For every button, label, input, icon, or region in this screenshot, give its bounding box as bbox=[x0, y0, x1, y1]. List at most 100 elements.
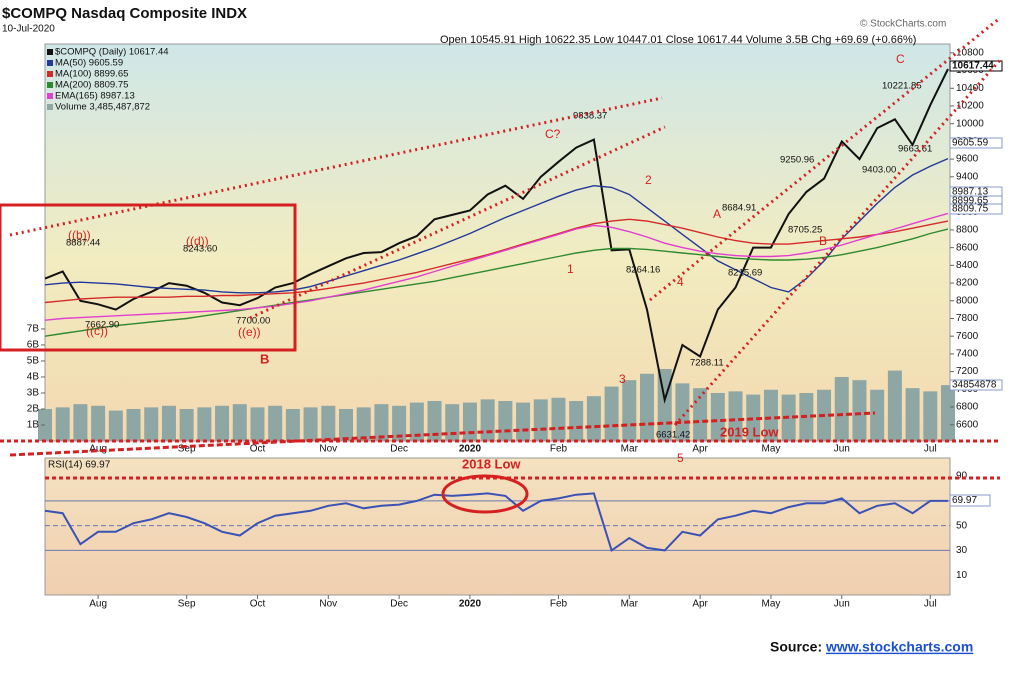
value-tag: 9605.59 bbox=[952, 138, 989, 149]
volume-bar bbox=[640, 373, 654, 441]
volume-bar bbox=[409, 402, 424, 441]
annotation: 9403.00 bbox=[862, 165, 896, 176]
volume-bar bbox=[232, 404, 247, 441]
volume-bar bbox=[551, 397, 566, 441]
annotation: 9663.61 bbox=[898, 144, 932, 155]
overlays bbox=[0, 16, 1002, 514]
volume-bar bbox=[179, 408, 194, 441]
volume-bar bbox=[126, 408, 141, 441]
x-tick-label: Feb bbox=[550, 599, 568, 610]
y-tick-label: 10400 bbox=[956, 83, 984, 94]
volume-bar bbox=[586, 396, 601, 441]
annotation: 7662.90 bbox=[85, 320, 119, 331]
volume-bar bbox=[356, 407, 371, 441]
volume-bar bbox=[533, 399, 548, 441]
x-tick-label: Jun bbox=[834, 599, 850, 610]
y2-tick-label: 5B bbox=[27, 356, 40, 367]
volume-bar bbox=[392, 405, 407, 441]
rsi-panel bbox=[44, 457, 951, 596]
volume-bar bbox=[870, 389, 885, 441]
series-line bbox=[44, 157, 949, 294]
annotation: 7700.00 bbox=[236, 316, 270, 327]
volume-bar bbox=[161, 405, 176, 441]
annotation: 3 bbox=[619, 372, 626, 386]
y-tick-label: 8600 bbox=[956, 242, 979, 253]
legend-swatch bbox=[47, 82, 53, 88]
volume-bar bbox=[516, 402, 531, 441]
annotation: 8684.91 bbox=[722, 203, 756, 214]
price-panel bbox=[44, 43, 951, 442]
volume-bar bbox=[746, 394, 761, 441]
y-tick-label: 10000 bbox=[956, 118, 984, 129]
value-tag: 34854878 bbox=[952, 380, 997, 391]
legend-entry: Volume 3,485,487,872 bbox=[55, 102, 150, 113]
x-tick-label: Jul bbox=[924, 444, 937, 455]
y2-tick-label: 2B bbox=[27, 404, 40, 415]
x-tick-label: Jul bbox=[924, 599, 937, 610]
x-tick-label: Aug bbox=[89, 599, 107, 610]
volume-bar bbox=[622, 380, 637, 441]
volume-bar bbox=[250, 407, 265, 441]
annotation: 1 bbox=[567, 262, 574, 276]
volume-bar bbox=[215, 405, 230, 441]
x-tick-label: Mar bbox=[621, 599, 639, 610]
rsi-tick-label: 30 bbox=[956, 545, 968, 556]
volume-bar bbox=[498, 400, 513, 441]
legend-entry: MA(100) 8899.65 bbox=[55, 69, 128, 80]
volume-bar bbox=[144, 407, 159, 441]
annotation: 9250.96 bbox=[780, 155, 814, 166]
x-tick-label: Dec bbox=[390, 599, 408, 610]
annotation: 6631.42 bbox=[656, 430, 690, 441]
volume-bar bbox=[923, 391, 938, 441]
value-tag: 10617.44 bbox=[952, 61, 994, 72]
annotation: 8264.16 bbox=[626, 265, 660, 276]
value-tag: 69.97 bbox=[952, 495, 977, 506]
date: 10-Jul-2020 bbox=[2, 24, 55, 35]
annotation: C? bbox=[545, 127, 561, 141]
volume-bar bbox=[675, 383, 690, 441]
volume-bar bbox=[55, 407, 70, 441]
volume-bar bbox=[285, 408, 300, 441]
volume-bar bbox=[834, 376, 849, 441]
x-tick-label: Apr bbox=[692, 444, 708, 455]
x-tick-label: 2020 bbox=[459, 444, 482, 455]
volume-bar bbox=[73, 404, 88, 441]
source-link[interactable]: www.stockcharts.com bbox=[825, 639, 973, 655]
x-tick-label: 2020 bbox=[459, 599, 482, 610]
rsi-legend: RSI(14) 69.97 bbox=[48, 460, 111, 471]
annotation: ((d)) bbox=[186, 234, 209, 248]
x-tick-label: Aug bbox=[89, 444, 107, 455]
volume-bar bbox=[905, 388, 920, 441]
legend-swatch bbox=[47, 49, 53, 55]
annotation: 7288.11 bbox=[690, 358, 724, 369]
y-tick-label: 7200 bbox=[956, 366, 979, 377]
annotation: 9838.37 bbox=[573, 111, 607, 122]
annotation: 8243.60 bbox=[183, 244, 217, 255]
y-tick-label: 7800 bbox=[956, 313, 979, 324]
x-tick-label: Sep bbox=[178, 599, 196, 610]
annotation: ((b)) bbox=[68, 228, 91, 242]
value-tag-box bbox=[949, 494, 991, 507]
x-tick-label: Dec bbox=[390, 444, 408, 455]
annotation: ((e)) bbox=[238, 325, 261, 339]
volume-bar bbox=[604, 386, 619, 441]
y-tick-label: 9600 bbox=[956, 154, 979, 165]
volume-bar bbox=[303, 407, 318, 441]
y2-tick-label: 6B bbox=[27, 340, 40, 351]
value-tag-box bbox=[949, 203, 1003, 215]
y-tick-label: 6600 bbox=[956, 419, 979, 430]
x-tick-label: Sep bbox=[178, 444, 196, 455]
volume-bar bbox=[887, 370, 902, 441]
x-tick-label: Mar bbox=[621, 444, 639, 455]
legend-swatch bbox=[47, 71, 53, 77]
annotation: 8215.69 bbox=[728, 268, 762, 279]
annotation: 2019 Low bbox=[720, 424, 779, 439]
value-tag-box bbox=[949, 60, 1003, 72]
volume-bar bbox=[693, 388, 708, 441]
credit: © StockCharts.com bbox=[860, 19, 946, 30]
value-tag-box bbox=[949, 379, 1003, 391]
volume-bar bbox=[480, 399, 495, 441]
volume-bar bbox=[763, 389, 778, 441]
x-tick-label: Nov bbox=[319, 444, 337, 455]
